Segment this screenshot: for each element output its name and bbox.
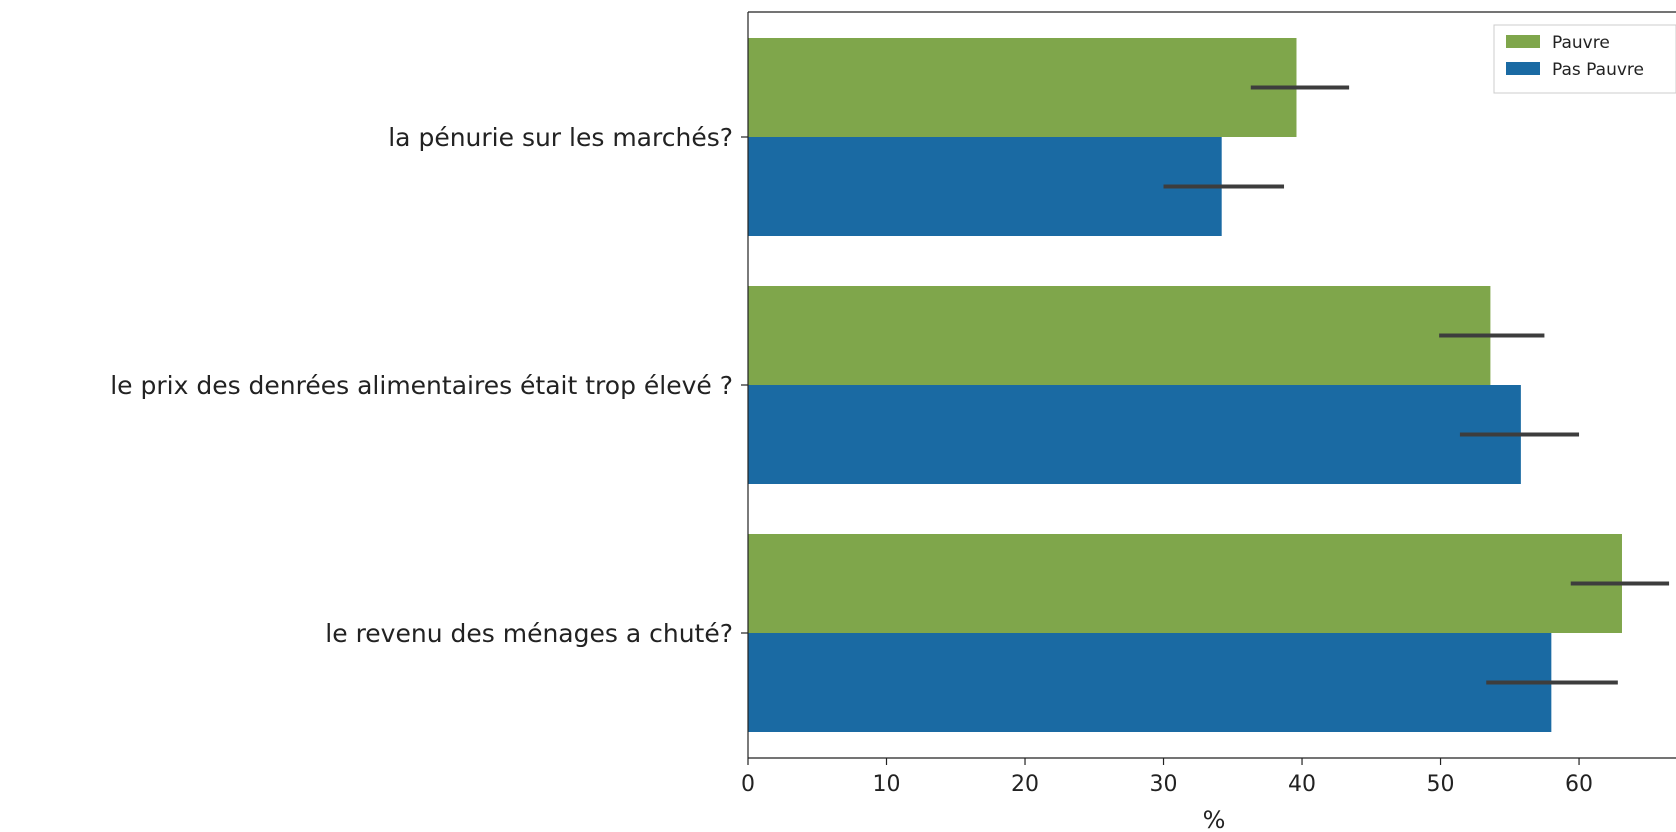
x-tick-label-0: 0	[741, 772, 755, 797]
bar-pauvre-1	[748, 286, 1491, 385]
bar-pas-pauvre-0	[748, 137, 1222, 236]
x-tick-label-60: 60	[1565, 772, 1593, 797]
legend-frame	[1493, 24, 1676, 94]
x-axis-title: %	[1203, 806, 1226, 832]
axes-layer	[741, 11, 1676, 765]
legend-swatch-1	[1506, 62, 1540, 75]
legend-swatch-0	[1506, 35, 1540, 48]
legend-label-0: Pauvre	[1552, 33, 1610, 53]
y-tick-label-2: le revenu des ménages a chuté?	[325, 619, 733, 648]
x-tick-label-50: 50	[1427, 772, 1455, 797]
y-tick-labels: la pénurie sur les marchés? le prix des d…	[110, 123, 733, 648]
y-tick-label-1: le prix des denrées alimentaires était t…	[110, 371, 733, 400]
bars-layer	[748, 38, 1622, 732]
x-tick-labels: 0 10 20 30 40 50 60	[741, 772, 1593, 797]
y-tick-label-0: la pénurie sur les marchés?	[388, 123, 733, 152]
x-tick-label-10: 10	[873, 772, 901, 797]
bar-pauvre-2	[748, 534, 1622, 633]
x-tick-label-20: 20	[1011, 772, 1039, 797]
bar-pas-pauvre-1	[748, 385, 1521, 484]
bar-pauvre-0	[748, 38, 1297, 137]
bar-pas-pauvre-2	[748, 633, 1552, 732]
error-bars-layer	[1163, 85, 1670, 685]
legend-label-1: Pas Pauvre	[1552, 60, 1644, 80]
legend: Pauvre Pas Pauvre	[1493, 24, 1676, 94]
x-tick-label-30: 30	[1150, 772, 1178, 797]
x-tick-label-40: 40	[1288, 772, 1316, 797]
